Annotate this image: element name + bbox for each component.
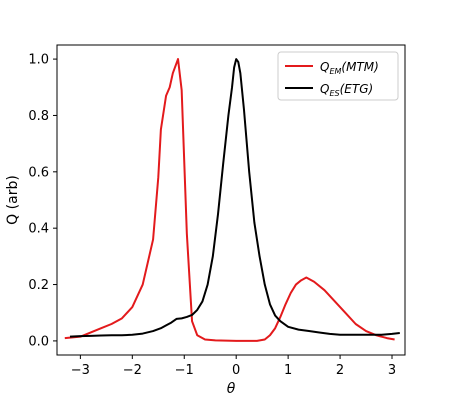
legend-entry: QES(ETG) — [320, 82, 373, 98]
legend-tail: (MTM) — [341, 60, 378, 74]
x-tick-label: 0 — [232, 363, 240, 378]
series-line-q-em-mtm — [64, 58, 395, 342]
y-tick-label: 1.0 — [28, 53, 49, 68]
y-tick-label: 0.4 — [28, 222, 49, 237]
y-tick-label: 0.0 — [28, 334, 49, 349]
x-tick-label: 2 — [336, 363, 344, 378]
legend-symbol: Q — [320, 60, 329, 74]
x-tick-label: −3 — [71, 363, 90, 378]
legend-symbol: Q — [320, 82, 329, 96]
y-tick-label: 0.8 — [28, 109, 49, 124]
y-axis-label: Q (arb) — [5, 175, 21, 225]
y-tick-label: 0.6 — [28, 165, 49, 180]
x-tick-label: 1 — [284, 363, 292, 378]
x-tick-label: 3 — [388, 363, 396, 378]
legend-subscript: ES — [329, 89, 339, 98]
x-tick-label: −1 — [175, 363, 194, 378]
legend-tail: (ETG) — [340, 82, 374, 96]
x-axis-label: θ — [227, 381, 236, 397]
axes-frame — [56, 44, 406, 356]
x-tick-label: −2 — [123, 363, 142, 378]
legend-entry: QEM(MTM) — [320, 60, 379, 76]
series-line-q-es-etg — [69, 58, 400, 338]
y-tick-label: 0.2 — [28, 278, 49, 293]
legend-subscript: EM — [329, 67, 341, 76]
